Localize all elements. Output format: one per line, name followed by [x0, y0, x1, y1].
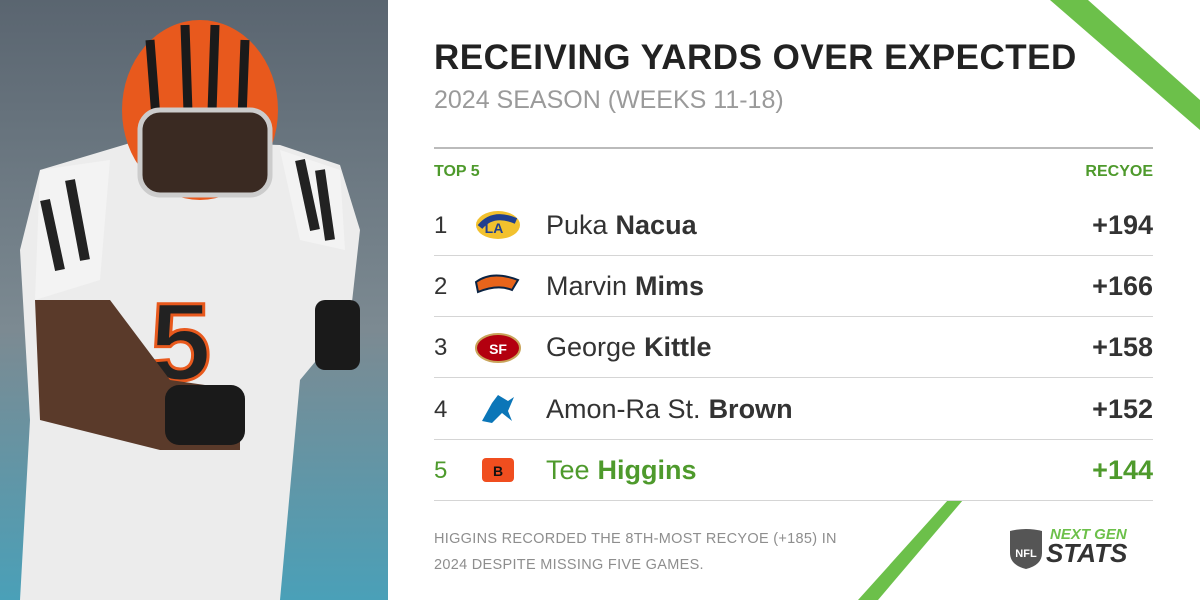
rule [434, 255, 1153, 256]
rule [434, 147, 1153, 149]
footnote: HIGGINS RECORDED THE 8TH-MOST RECYOE (+1… [434, 531, 837, 573]
last-name: Nacua [615, 210, 697, 240]
player-name: George Kittle [546, 332, 712, 363]
rule [434, 438, 1153, 440]
table-row: 1 Puka Nacua +194 [434, 194, 1153, 255]
last-name: Kittle [644, 332, 712, 363]
table-label: TOP 5 [434, 163, 480, 180]
last-name: Higgins [597, 454, 697, 485]
first-name: Tee [546, 454, 590, 485]
brand-top: NEXT GEN [1050, 526, 1127, 543]
player-name: Amon-Ra St. Brown [546, 394, 793, 425]
rank: 5 [434, 456, 448, 484]
table-row: 5 Tee Higgins +144 [434, 439, 1153, 500]
subtitle: 2024 SEASON (WEEKS 11-18) [434, 86, 784, 114]
rank: 1 [434, 212, 448, 239]
last-name: Mims [635, 271, 705, 302]
last-name: Brown [708, 393, 793, 424]
metric-header: RECYOE [1085, 163, 1153, 180]
rule [434, 316, 1153, 318]
rank: 3 [434, 334, 448, 362]
svg-text:LA: LA [485, 220, 504, 236]
svg-text:SF: SF [489, 341, 507, 357]
player-name: Puka Nacua [546, 210, 697, 241]
recyoe-value: +194 [1092, 210, 1153, 240]
nfl-shield: NFL [1010, 529, 1042, 569]
table-row: 3 George Kittle +158 [434, 316, 1153, 377]
team-logos: LA SF B [474, 211, 521, 482]
title: RECEIVING YARDS OVER EXPECTED [434, 38, 1077, 77]
table-row: 2 Marvin Mims +166 [434, 255, 1153, 316]
accent-stripes [858, 0, 1200, 600]
rule [434, 499, 1153, 501]
first-name: Amon-Ra St. [546, 393, 701, 424]
rule [434, 377, 1153, 379]
svg-text:B: B [493, 463, 503, 479]
recyoe-value: +152 [1092, 393, 1153, 424]
table-row: 4 Amon-Ra St. Brown +152 [434, 378, 1153, 439]
first-name: George [546, 332, 637, 363]
brand-bottom: STATS [1046, 538, 1128, 568]
first-name: Puka [546, 210, 608, 240]
rank: 2 [434, 273, 448, 301]
player-name: Marvin Mims [546, 271, 704, 302]
first-name: Marvin [546, 271, 628, 302]
league: NFL [1015, 548, 1037, 560]
recyoe-value: +166 [1092, 271, 1153, 302]
player-photo: 5 [0, 0, 388, 600]
recyoe-value: +144 [1092, 454, 1153, 485]
rank: 4 [434, 395, 448, 423]
recyoe-value: +158 [1092, 332, 1153, 363]
player-name: Tee Higgins [546, 455, 697, 486]
svg-text:5: 5 [150, 281, 211, 404]
